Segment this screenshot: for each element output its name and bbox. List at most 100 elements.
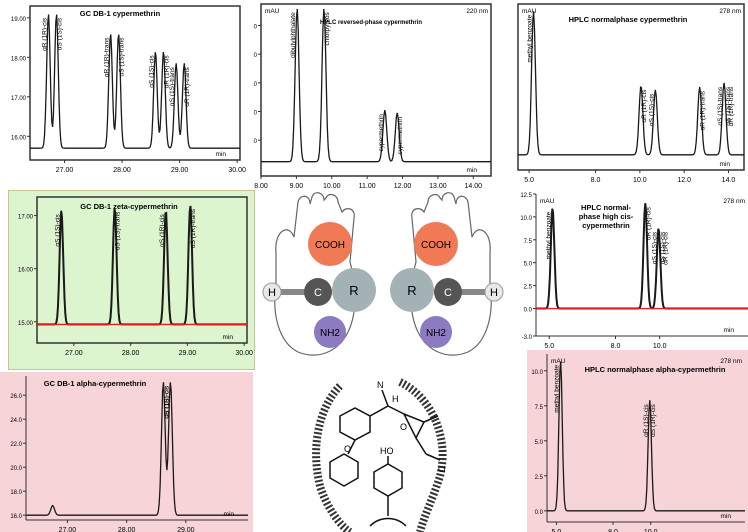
wavelength-label: 278 nm xyxy=(719,8,741,15)
peak-label: αS (1S)-cis xyxy=(652,231,659,264)
ester-o-label: O xyxy=(400,422,407,432)
x-tick-label: 12.00 xyxy=(394,183,412,188)
chromatogram-trace xyxy=(518,11,744,156)
peak-label: αS (1S)-trans xyxy=(169,67,176,107)
chart-title: GC DB-1 zeta-cypermethrin xyxy=(80,202,178,211)
chart-gc-zeta: 27.00 28.00 29.00 30.00 15.00 16.00 17.00 GC DB… xyxy=(8,190,255,370)
y-tick-label: 24.0 xyxy=(10,418,22,424)
peak-label: αS (1R)-cis xyxy=(650,403,657,436)
chromatogram-trace xyxy=(37,205,247,326)
y-tick-label: 6.0 xyxy=(253,82,258,88)
x-tick-label: 27.00 xyxy=(59,527,77,532)
x-tick-label: 29.00 xyxy=(177,527,195,532)
peak-label: αR (1R)-trans xyxy=(728,86,735,126)
carbon-sphere xyxy=(434,278,462,306)
x-unit-label: min xyxy=(224,511,235,518)
chart-gc-cypermethrin: 27.00 28.00 29.00 30.00 16.00 17.00 18.00 19.00… xyxy=(0,0,247,188)
chart-hplc-normalphase: 5.0 8.0 10.0 12.0 14.0 HPLC normalphase cyper… xyxy=(510,0,748,188)
x-tick-label: 10.0 xyxy=(653,343,667,348)
x-tick-label: 12.0 xyxy=(677,177,691,184)
y-tick-label: 22.0 xyxy=(10,442,22,448)
x-tick-label: 28.00 xyxy=(118,527,136,532)
cooh-sphere xyxy=(308,222,352,266)
cooh-label: COOH xyxy=(421,240,451,251)
y-tick-label: 17.00 xyxy=(18,215,34,221)
y-tick-label: 18.0 xyxy=(10,490,22,496)
peak-label: αS (1R)-cis xyxy=(163,385,170,418)
x-tick-label: 27.00 xyxy=(56,167,74,174)
wavelength-label: 278 nm xyxy=(723,198,745,205)
peak-label: dibutylphthalate xyxy=(290,12,297,58)
chart-hplc-reversed-phase-svg: 8.00 9.00 10.00 11.00 12.00 13.00 14.00 2.0 4.0 6… xyxy=(253,3,492,188)
chart-title: GC DB-1 cypermethrin xyxy=(80,9,161,18)
peak-label: αR (1R)-cis xyxy=(645,206,652,240)
peak-label: methyl benzoate xyxy=(554,365,561,413)
y-tick-label: 4.0 xyxy=(253,111,258,117)
y-tick-label: 16.00 xyxy=(11,135,27,141)
h-label: H xyxy=(268,287,276,299)
chart-title: cypermethrin xyxy=(582,221,630,230)
x-tick-label: 14.0 xyxy=(722,177,736,184)
peak-label: αS (1S)-cis xyxy=(54,214,61,247)
phenoxybenzyl-ring xyxy=(339,407,371,441)
peak-label: αR (1R)-trans xyxy=(184,67,191,107)
x-tick-label: 29.00 xyxy=(179,350,197,357)
y-unit-label: mAU xyxy=(540,198,555,205)
nh2-label: NH2 xyxy=(426,328,446,339)
x-tick-label: 27.00 xyxy=(65,350,83,357)
x-unit-label: min xyxy=(216,151,227,158)
y-tick-label: 0.0 xyxy=(524,308,533,314)
peak-label: αS (1S)-trans xyxy=(119,37,126,77)
chart-hplc-alpha: 5.0 8.0 10.0 0.0 2.5 5.0 7.5 10.0 HPLC normalpha… xyxy=(527,350,748,532)
r-label: R xyxy=(349,283,358,298)
chart-gc-alpha-svg: 27.00 28.00 29.00 16.0 18.0 20.0 22.0 24.0 26.0 G… xyxy=(10,376,248,532)
x-tick-label: 30.00 xyxy=(228,167,246,174)
ether-o-label: O xyxy=(344,444,351,454)
y-tick-label: 0.0 xyxy=(535,510,544,516)
chart-hplc-alpha-svg: 5.0 8.0 10.0 0.0 2.5 5.0 7.5 10.0 HPLC normalpha… xyxy=(531,354,745,532)
x-unit-label: min xyxy=(223,334,234,341)
h-atom xyxy=(484,282,504,302)
x-tick-label: 8.0 xyxy=(611,343,621,348)
receptor-binding-sketch: O N H O Cl HO xyxy=(312,378,447,532)
carbon-sphere xyxy=(304,278,332,306)
y-unit-label: mAU xyxy=(265,8,280,15)
chart-gc-alpha: 27.00 28.00 29.00 16.0 18.0 20.0 22.0 24.0 26.0 G… xyxy=(0,372,253,532)
y-tick-label: 2.5 xyxy=(535,475,544,481)
tyrosine-ring xyxy=(373,463,403,497)
x-tick-label: 5.0 xyxy=(524,177,534,184)
chart-gc-cypermethrin-svg: 27.00 28.00 29.00 30.00 16.00 17.00 18.00 19.00… xyxy=(11,5,246,174)
y-tick-label: 20.0 xyxy=(10,466,22,472)
x-tick-label: 14.00 xyxy=(465,183,483,188)
phenyl-ring xyxy=(329,453,359,487)
chart-title: phase high cis- xyxy=(579,212,634,221)
h-label: H xyxy=(490,287,498,299)
receptor-pocket-right xyxy=(398,378,447,532)
peak-label: αS (1R)-cis xyxy=(159,214,166,247)
y-tick-label: 8.0 xyxy=(253,53,258,59)
peak-label: αS (1S)-trans xyxy=(725,86,732,126)
y-tick-label: 10.0 xyxy=(520,216,532,222)
nh2-label: NH2 xyxy=(320,328,340,339)
x-tick-label: 8.0 xyxy=(591,177,601,184)
r-label: R xyxy=(407,283,416,298)
left-hand-icon xyxy=(274,192,356,356)
y-tick-label: 15.00 xyxy=(18,321,34,327)
y-tick-label: 10.0 xyxy=(531,370,543,376)
peak-label: chlorpyrifos xyxy=(324,12,331,46)
peak-label: αR (1R)-cis xyxy=(663,231,670,265)
r-sphere xyxy=(390,268,434,312)
plot-frame xyxy=(517,3,745,171)
x-tick-label: 28.00 xyxy=(122,350,140,357)
y-unit-label: mAU xyxy=(522,8,537,15)
tyrosine-ho-label: HO xyxy=(380,446,394,456)
x-tick-label: 9.00 xyxy=(290,183,304,188)
chromatogram-trace xyxy=(261,8,491,163)
y-tick-label: 7.5 xyxy=(535,405,544,411)
chart-hplc-high-cis: 5.0 8.0 10.0 -3.0 0.0 2.5 5.0 7.5 10.0 12.5 HPLC n… xyxy=(510,190,748,348)
peak-label: methyl benzoate xyxy=(527,15,534,63)
peak-label: αR (1R)-cis xyxy=(41,17,48,51)
peak-label: αS (1S)-cis xyxy=(660,231,667,264)
x-tick-label: 10.0 xyxy=(633,177,647,184)
peak-label: αR (1R)-trans xyxy=(700,90,707,130)
